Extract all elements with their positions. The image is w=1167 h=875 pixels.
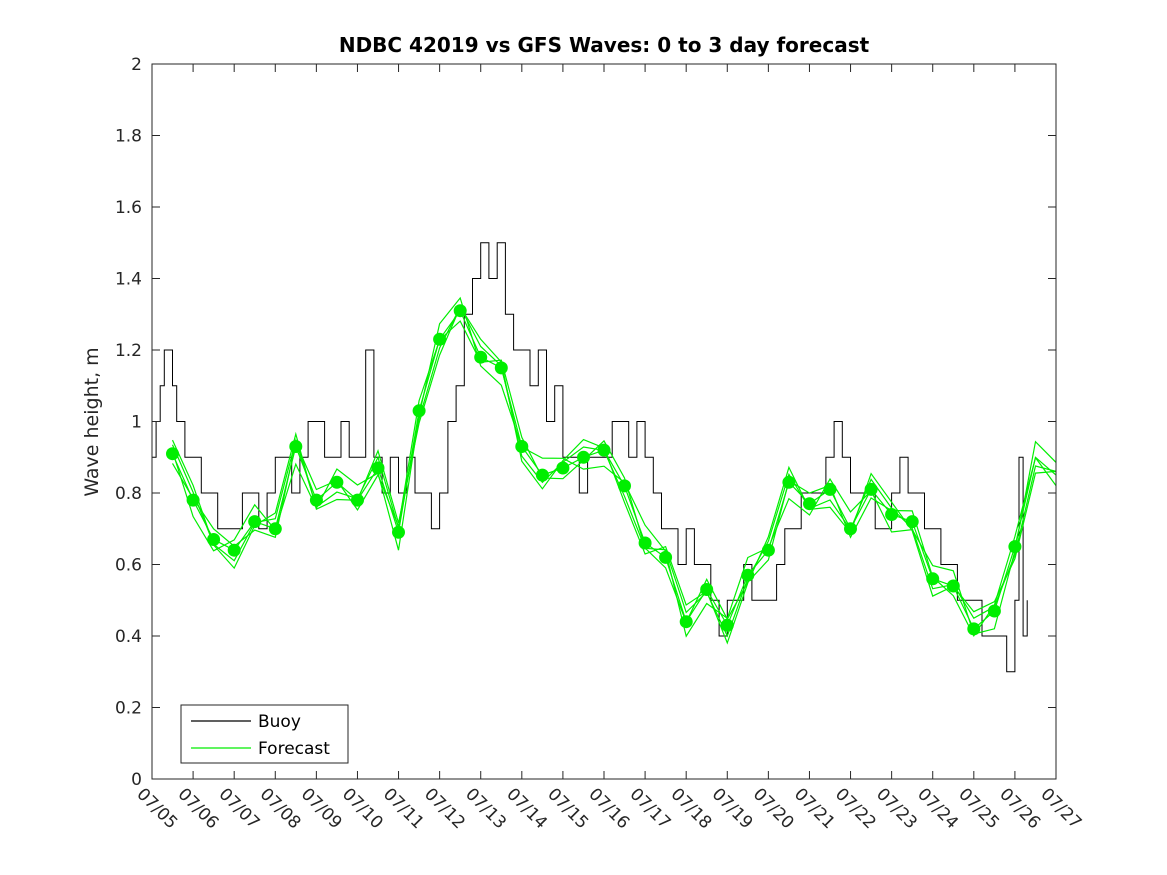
forecast-point	[679, 615, 693, 629]
forecast-point	[474, 350, 488, 364]
forecast-point	[186, 493, 200, 507]
forecast-point	[905, 515, 919, 529]
forecast-point	[392, 525, 405, 539]
forecast-point	[351, 493, 364, 507]
forecast-point	[330, 475, 344, 489]
legend-box	[180, 704, 349, 764]
buoy-series-line	[152, 242, 1028, 673]
forecast-point	[638, 536, 652, 550]
forecast-series-line	[171, 320, 1056, 637]
legend-label: Buoy	[258, 712, 301, 732]
y-tick-label: 1.4	[115, 270, 142, 290]
y-tick-label: 0	[131, 770, 142, 790]
forecast-point	[577, 450, 590, 464]
forecast-point	[1008, 540, 1022, 554]
forecast-point	[720, 618, 734, 632]
forecast-point	[515, 440, 529, 453]
y-tick-label: 0.4	[115, 627, 142, 647]
legend-label: Forecast	[258, 739, 330, 759]
legend: Buoy Forecast	[180, 704, 349, 764]
forecast-point	[659, 550, 673, 564]
forecast-point	[967, 622, 981, 636]
y-tick-label: 1.2	[115, 341, 142, 361]
forecast-point	[844, 522, 857, 536]
forecast-point	[309, 493, 323, 507]
forecast-point	[803, 497, 816, 511]
y-tick-label: 0.8	[115, 484, 142, 504]
y-tick-label: 2	[131, 55, 142, 75]
forecast-point	[535, 468, 549, 482]
forecast-point	[166, 447, 179, 461]
forecast-point	[207, 533, 221, 546]
forecast-point	[289, 440, 303, 453]
forecast-point	[412, 404, 426, 418]
forecast-point	[227, 543, 241, 557]
y-tick-label: 1.6	[115, 198, 142, 218]
forecast-point	[556, 461, 570, 475]
forecast-point	[823, 482, 837, 496]
forecast-point	[782, 475, 796, 489]
forecast-point	[268, 522, 282, 536]
forecast-point	[597, 443, 611, 457]
forecast-point	[494, 361, 508, 375]
forecast-point	[453, 304, 467, 318]
forecast-point	[761, 543, 775, 557]
chart-title: NDBC 42019 vs GFS Waves: 0 to 3 day fore…	[339, 33, 870, 57]
forecast-point	[946, 579, 960, 593]
plot-lines	[152, 242, 1056, 673]
forecast-point	[433, 332, 447, 346]
y-tick-label: 1	[131, 413, 142, 433]
forecast-point	[248, 515, 262, 529]
forecast-point	[371, 461, 385, 475]
forecast-point	[618, 479, 631, 493]
forecast-point	[864, 482, 878, 496]
forecast-point	[700, 583, 714, 596]
y-axis-label: Wave height, m	[81, 347, 103, 496]
forecast-point	[741, 568, 755, 582]
y-tick-label: 0.6	[115, 556, 142, 576]
y-tick-label: 0.2	[115, 699, 142, 719]
forecast-point	[987, 604, 1001, 618]
y-tick-label: 1.8	[115, 127, 142, 147]
forecast-point	[885, 508, 899, 521]
forecast-point	[926, 572, 940, 586]
